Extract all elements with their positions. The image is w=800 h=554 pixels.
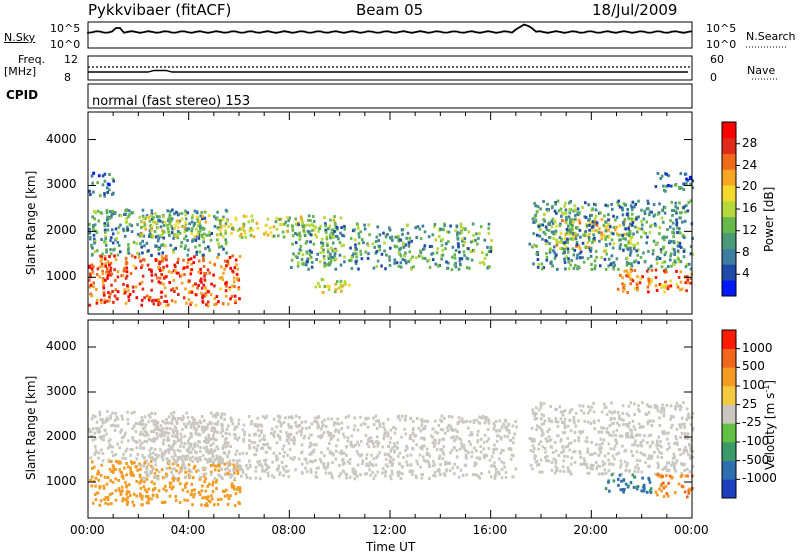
- power-colorbar-tick-label-5: 8: [742, 244, 750, 259]
- noise-panel-frame: [87, 21, 693, 49]
- velocity-ytick-label-1: 3000: [46, 384, 77, 398]
- velocity-colorbar-tick-label-5: -100: [742, 434, 770, 448]
- power-band-2: [88, 171, 115, 198]
- beam-label: Beam 05: [356, 1, 424, 19]
- power-band-5: [314, 277, 351, 294]
- power-colorbar-label: Power [dB]: [762, 186, 776, 252]
- power-colorbar-segment-9: [722, 137, 736, 154]
- power-colorbar-tick-label-3: 16: [742, 201, 758, 215]
- freq-panel-frame: [87, 55, 693, 81]
- velocity-colorbar-frame: [721, 329, 737, 499]
- date-label: 18/Jul/2009: [592, 1, 678, 19]
- power-y-axis-label: Slant Range [km]: [24, 170, 38, 275]
- power-colorbar-segment-1: [722, 264, 736, 281]
- noise-right-tick-bottom: 10^0: [706, 38, 737, 51]
- frequency-trace: [88, 69, 688, 73]
- velocity-ytick-label-2: 2000: [46, 429, 77, 443]
- velocity-xtick-label-4: 16:00: [472, 523, 508, 537]
- velocity-xtick-label-0: 00:00: [70, 523, 105, 537]
- noise-left-tick-bottom: 10^0: [50, 38, 81, 51]
- velocity-xtick-label-5: 20:00: [573, 523, 608, 537]
- power-band-8: [616, 268, 693, 294]
- power-colorbar-tick-label-4: 12: [742, 222, 758, 237]
- power-band-1: [88, 208, 229, 257]
- noise-sky-trace: [87, 23, 693, 34]
- velocity-colorbar-segment-0: [722, 479, 736, 499]
- power-band-4: [290, 222, 493, 272]
- velocity-colorbar-tick-label-0: 1000: [742, 340, 773, 355]
- power-ytick-label-2: 2000: [46, 223, 77, 238]
- velocity-colorbar-segment-5: [722, 386, 736, 405]
- cpid-label: CPID: [6, 88, 39, 102]
- power-ytick-label-3: 1000: [46, 269, 77, 284]
- freq-label-bottom: [MHz]: [4, 65, 37, 78]
- x-axis-label: Time UT: [366, 540, 416, 554]
- velocity-ytick-label-3: 1000: [46, 474, 77, 488]
- velocity-xtick-label-1: 04:00: [170, 523, 206, 537]
- velocity-colorbar-tick-label-2: 100: [742, 378, 765, 392]
- velocity-band-3: [528, 401, 695, 476]
- velocity-y-axis-label: Slant Range [km]: [24, 375, 38, 480]
- noise-right-tick-top: 10^5: [706, 22, 737, 35]
- velocity-colorbar-segment-1: [722, 460, 736, 480]
- power-colorbar-tick-label-2: 20: [742, 179, 758, 194]
- velocity-colorbar-tick-label-7: -1000: [742, 471, 777, 486]
- noise-sky-label: N.Sky: [4, 31, 36, 44]
- velocity-ytick-label-0: 4000: [46, 339, 77, 353]
- velocity-colorbar-segment-6: [722, 367, 736, 387]
- velocity-colorbar-segment-7: [722, 348, 736, 368]
- cpid-panel-frame: [87, 83, 693, 109]
- power-colorbar-segment-8: [722, 153, 736, 170]
- velocity-colorbar-segment-4: [722, 404, 736, 424]
- velocity-colorbar-label-end: ]: [763, 380, 777, 385]
- freq-left-tick-top: 12: [64, 53, 78, 66]
- velocity-xtick-label-2: 08:00: [271, 523, 306, 537]
- power-ytick-label-1: 3000: [46, 177, 77, 192]
- power-ytick-label-0: 4000: [46, 131, 77, 146]
- power-colorbar-tick-label-6: 4: [742, 266, 750, 281]
- power-colorbar-segment-7: [722, 169, 736, 186]
- velocity-colorbar-segment-3: [722, 423, 736, 443]
- velocity-colorbar-tick-label-6: -500: [742, 452, 770, 467]
- cpid-text: normal (fast stereo) 153: [92, 94, 251, 109]
- velocity-colorbar-segment-8: [722, 330, 736, 349]
- velocity-band-2: [139, 414, 518, 481]
- velocity-colorbar-tick-label-1: 500: [742, 359, 765, 374]
- nave-label: Nave: [747, 64, 776, 77]
- velocity-colorbar-segment-2: [722, 442, 736, 461]
- noise-search-label: N.Search: [746, 30, 796, 43]
- freq-label-top: Freq.: [18, 53, 46, 66]
- power-colorbar-segment-3: [722, 232, 736, 249]
- velocity-colorbar-tick-label-3: 25: [742, 396, 758, 411]
- power-colorbar-segment-0: [722, 280, 736, 297]
- velocity-band-0: [89, 459, 242, 508]
- velocity-band-5: [654, 473, 694, 499]
- power-band-7: [528, 199, 694, 271]
- power-colorbar-tick-label-0: 28: [742, 135, 758, 150]
- velocity-xtick-label-6: 00:00: [674, 523, 709, 537]
- velocity-xtick-label-3: 12:00: [372, 523, 407, 537]
- power-colorbar-tick-label-1: 24: [742, 157, 758, 172]
- noise-left-tick-top: 10^5: [50, 22, 81, 35]
- power-band-0: [88, 254, 242, 308]
- power-colorbar-segment-2: [722, 248, 736, 265]
- power-colorbar-segment-4: [722, 216, 736, 234]
- nave-right-tick-top: 60: [710, 53, 724, 66]
- freq-left-tick-bottom: 8: [64, 71, 71, 84]
- power-band-9: [654, 172, 694, 193]
- velocity-colorbar-tick-label-4: -25: [742, 415, 762, 430]
- power-colorbar-segment-10: [722, 122, 736, 139]
- station-title: Pykkvibaer (fitACF): [88, 1, 232, 19]
- velocity-band-4: [604, 473, 653, 494]
- nave-right-tick-bottom: 0: [710, 71, 717, 84]
- power-colorbar-segment-5: [722, 201, 736, 218]
- power-band-3: [138, 213, 343, 239]
- power-colorbar-segment-6: [722, 185, 736, 202]
